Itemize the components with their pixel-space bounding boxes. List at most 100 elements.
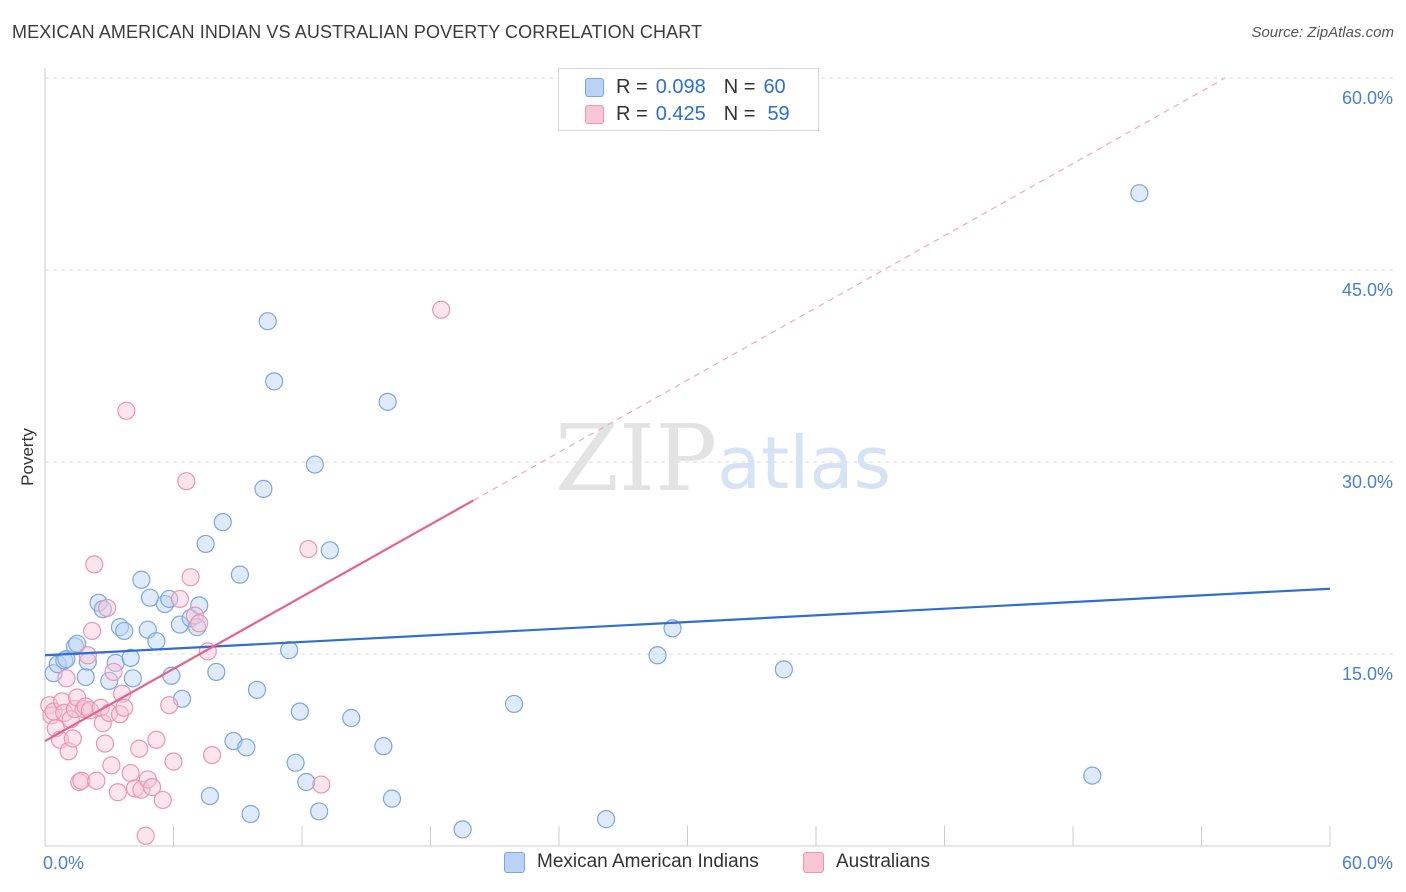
- legend-swatch-blue: [585, 77, 604, 97]
- point-australians: [190, 614, 209, 633]
- series-swatch-blue: [504, 851, 525, 873]
- legend-r-value: 0.425: [655, 102, 706, 125]
- point-mexican-american-indians: [247, 680, 267, 699]
- point-mexican-american-indians: [290, 702, 309, 721]
- trend-lines: [44, 77, 1331, 742]
- point-australians: [132, 780, 151, 799]
- point-mexican-american-indians: [160, 589, 179, 609]
- legend-r-label: R =: [616, 102, 648, 125]
- point-australians: [312, 775, 331, 794]
- point-australians: [142, 778, 162, 797]
- point-mexican-american-indians: [453, 820, 472, 839]
- legend-r-label: R =: [616, 75, 648, 98]
- point-mexican-american-indians: [286, 753, 305, 772]
- point-mexican-american-indians: [200, 786, 220, 806]
- point-australians: [170, 589, 190, 609]
- point-australians: [147, 730, 166, 749]
- point-mexican-american-indians: [648, 646, 667, 665]
- watermark-atlas: atlas: [717, 421, 891, 505]
- y-tick-label: 60.0%: [1342, 88, 1393, 108]
- point-australians: [181, 568, 200, 587]
- point-mexican-american-indians: [213, 513, 232, 532]
- series-swatch-pink: [803, 851, 824, 873]
- point-australians: [98, 598, 117, 618]
- point-mexican-american-indians: [342, 708, 361, 728]
- point-australians: [72, 771, 91, 790]
- point-australians: [130, 739, 149, 758]
- point-mexican-american-indians: [230, 565, 249, 584]
- legend-n-label: N =: [723, 102, 756, 125]
- point-australians: [95, 734, 115, 753]
- point-australians: [104, 662, 123, 682]
- point-australians: [432, 300, 451, 319]
- axes: [44, 68, 1331, 847]
- point-australians: [115, 698, 134, 717]
- point-mexican-american-indians: [258, 312, 277, 331]
- point-mexican-american-indians: [115, 621, 134, 641]
- point-australians: [85, 555, 104, 574]
- trend-line-australians: [44, 499, 474, 742]
- point-australians: [117, 401, 136, 420]
- x-tick-label-min: 0.0%: [43, 853, 84, 873]
- point-australians: [164, 752, 183, 771]
- point-australians: [136, 826, 155, 845]
- point-australians: [153, 790, 172, 810]
- point-mexican-american-indians: [305, 455, 324, 474]
- data-points: [40, 184, 1149, 845]
- trend-line-mexican-american-indians: [44, 587, 1331, 657]
- point-mexican-american-indians: [237, 738, 256, 757]
- point-australians: [87, 771, 106, 790]
- gridlines: [45, 77, 1395, 655]
- point-mexican-american-indians: [132, 570, 151, 589]
- legend-n-value: 60: [763, 75, 786, 98]
- legend-row-mexican-american-indians: R = 0.098 N = 60: [585, 75, 786, 99]
- chart-title: MEXICAN AMERICAN INDIAN VS AUSTRALIAN PO…: [12, 22, 703, 42]
- y-tick-label: 30.0%: [1342, 472, 1393, 492]
- point-australians: [83, 621, 102, 641]
- point-mexican-american-indians: [190, 596, 209, 615]
- point-australians: [93, 714, 112, 733]
- point-mexican-american-indians: [207, 662, 226, 682]
- point-mexican-american-indians: [100, 671, 119, 690]
- y-tick-label: 15.0%: [1342, 664, 1393, 684]
- watermark: ZIP atlas: [555, 405, 891, 512]
- point-mexican-american-indians: [374, 737, 393, 756]
- point-australians: [78, 646, 97, 665]
- point-mexican-american-indians: [504, 694, 524, 714]
- point-mexican-american-indians: [1083, 766, 1102, 785]
- legend-n-label: N =: [723, 75, 756, 98]
- series-legend-mexican-american-indians[interactable]: Mexican American Indians: [504, 851, 759, 873]
- point-mexican-american-indians: [121, 648, 140, 667]
- series-legend: Mexican American Indians Australians: [0, 851, 1406, 877]
- point-mexican-american-indians: [254, 479, 273, 498]
- legend-swatch-pink: [585, 104, 604, 124]
- point-mexican-american-indians: [68, 634, 87, 653]
- point-mexican-american-indians: [280, 641, 299, 660]
- series-legend-australians[interactable]: Australians: [803, 851, 930, 873]
- series-legend-label: Australians: [836, 851, 930, 872]
- point-australians: [108, 783, 127, 802]
- series-legend-label: Mexican American Indians: [537, 851, 759, 872]
- point-mexican-american-indians: [140, 588, 160, 607]
- point-mexican-american-indians: [382, 789, 402, 808]
- point-australians: [202, 746, 222, 765]
- point-australians: [177, 472, 196, 491]
- point-mexican-american-indians: [1130, 184, 1149, 203]
- point-mexican-american-indians: [76, 667, 95, 687]
- point-australians: [121, 763, 140, 783]
- point-australians: [299, 539, 318, 559]
- point-mexican-american-indians: [320, 541, 339, 560]
- stats-legend: R = 0.098 N = 60 R = 0.425 N = 59: [558, 68, 819, 131]
- point-australians: [57, 669, 76, 688]
- point-mexican-american-indians: [241, 804, 260, 824]
- legend-r-value: 0.098: [655, 75, 706, 98]
- point-mexican-american-indians: [774, 660, 793, 679]
- point-mexican-american-indians: [378, 392, 397, 411]
- legend-row-australians: R = 0.425 N = 59: [585, 102, 790, 126]
- legend-n-value: 59: [767, 102, 790, 125]
- x-tick-label-max: 60.0%: [1342, 853, 1393, 873]
- point-mexican-american-indians: [310, 802, 329, 821]
- source-label: Source: ZipAtlas.com: [1251, 24, 1394, 41]
- point-mexican-american-indians: [265, 372, 284, 391]
- point-australians: [102, 756, 121, 775]
